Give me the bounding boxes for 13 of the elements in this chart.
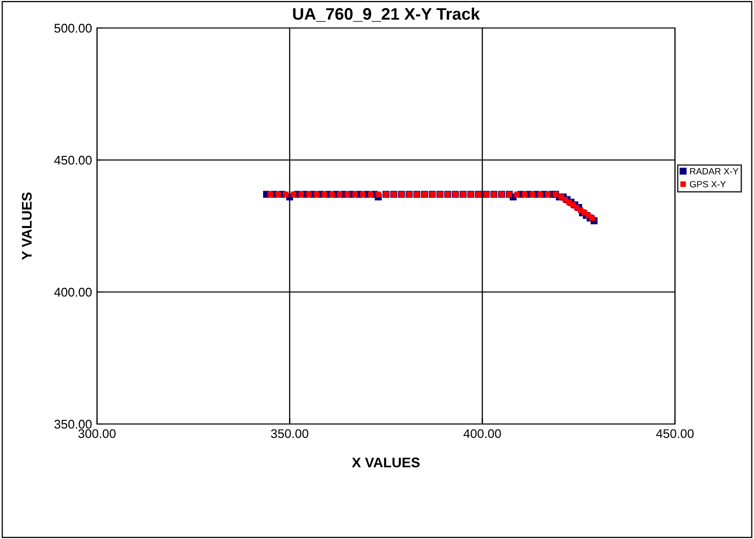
legend-label: RADAR X-Y xyxy=(690,168,738,174)
chart-title: UA_760_9_21 X-Y Track xyxy=(293,8,480,22)
y-tick-label: 450.00 xyxy=(54,156,92,165)
x-tick-label: 350.00 xyxy=(271,429,308,438)
legend-label: GPS X-Y xyxy=(690,180,726,188)
y-tick-label: 350.00 xyxy=(54,420,92,429)
y-tick-label: 500.00 xyxy=(54,24,92,33)
y-axis-title: Y VALUES xyxy=(22,192,32,260)
x-axis-title: X VALUES xyxy=(352,458,420,468)
x-tick-label: 400.00 xyxy=(464,429,501,438)
x-tick-label: 450.00 xyxy=(656,429,694,438)
x-tick-label: 300.00 xyxy=(78,429,116,438)
y-tick-label: 400.00 xyxy=(54,288,92,297)
